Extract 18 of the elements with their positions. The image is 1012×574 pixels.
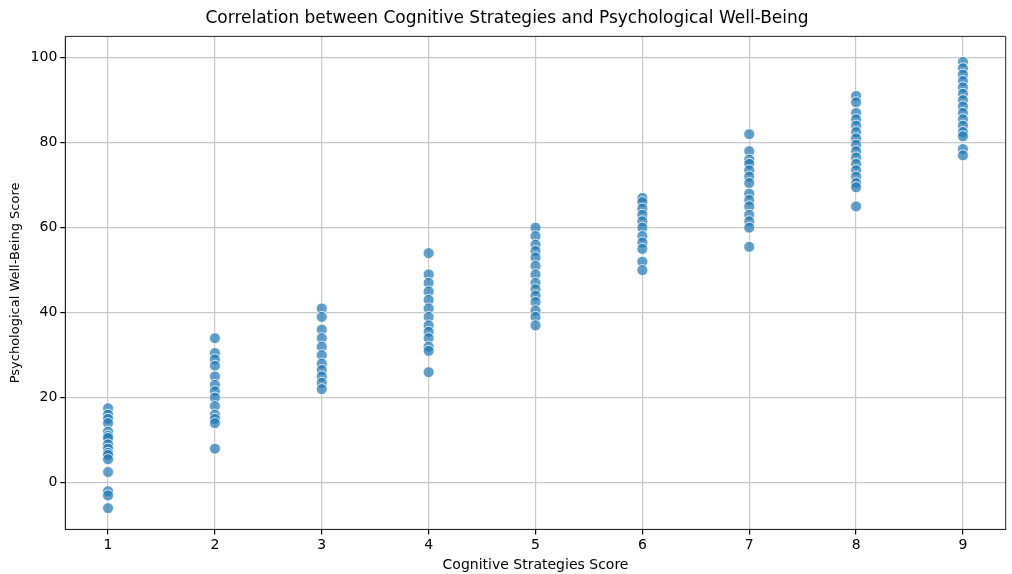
- x-tick-label: 8: [851, 536, 861, 553]
- x-axis-title: Cognitive Strategies Score: [442, 556, 629, 573]
- x-tick-label: 3: [317, 536, 327, 553]
- x-tick-label: 7: [744, 536, 754, 553]
- x-tick-label: 4: [424, 536, 434, 553]
- x-tick-label: 1: [103, 536, 113, 553]
- y-tick-label: 40: [39, 303, 58, 320]
- x-tick-label: 2: [210, 536, 220, 553]
- x-tick-label: 9: [958, 536, 968, 553]
- y-axis-title: Psychological Well-Being Score: [7, 182, 23, 384]
- y-tick-label: 80: [39, 133, 58, 150]
- y-tick-label: 20: [39, 388, 58, 405]
- y-tick-label: 100: [30, 48, 58, 65]
- x-tick-label: 6: [637, 536, 647, 553]
- y-tick-label: 60: [39, 218, 58, 235]
- x-tick-label: 5: [531, 536, 540, 553]
- chart-title: Correlation between Cognitive Strategies and Psychological Well-Being: [205, 6, 809, 27]
- y-tick-label: 0: [48, 473, 58, 490]
